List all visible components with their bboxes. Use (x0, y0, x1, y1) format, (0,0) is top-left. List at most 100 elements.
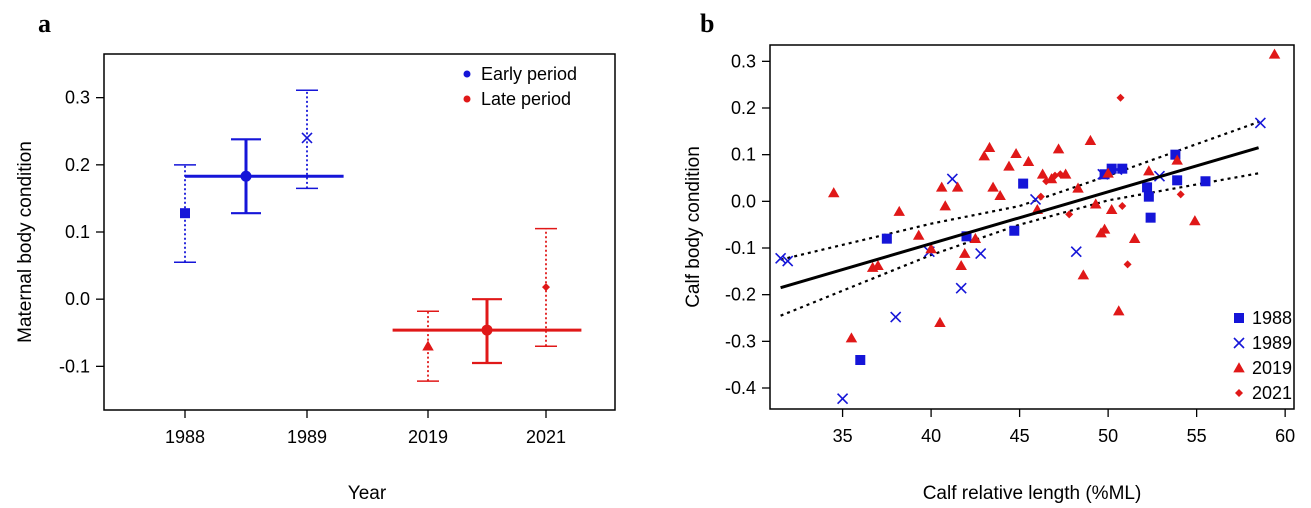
panel-a: a -0.1 0.0 0.1 0.2 0.3 1988 1989 2019 2021 Year… (15, 9, 615, 504)
x-tick-label-1: 1989 (287, 427, 327, 447)
point-2019-5 (913, 230, 925, 240)
point-1988-9 (1144, 192, 1154, 202)
point-2019-10 (952, 182, 964, 192)
panel-a-x-axis-label: Year (348, 483, 387, 504)
panel-b-legend: 1988 1989 2019 2021 (1233, 308, 1292, 403)
legend-label-1989: 1989 (1252, 333, 1292, 353)
legend-label-early-period: Early period (481, 64, 577, 84)
panel-a-marks (174, 90, 581, 381)
x-tick-label-4: 55 (1187, 426, 1207, 446)
point-1988-1 (882, 234, 892, 244)
panel-b-y-axis: -0.4 -0.3 -0.2 -0.1 0.0 0.1 0.2 0.3 (725, 51, 770, 398)
x-tick-label-3: 2021 (526, 427, 566, 447)
point-2019-24 (1053, 143, 1065, 153)
point-2021-6 (1118, 202, 1126, 210)
year-point-2021 (542, 283, 550, 291)
point-2021-5 (1117, 94, 1125, 102)
legend-label-2021: 2021 (1252, 383, 1292, 403)
y-tick-label-7: 0.3 (731, 51, 756, 71)
point-1988-0 (855, 355, 865, 365)
y-tick-label-3: -0.1 (725, 238, 756, 258)
year-point-1988 (180, 208, 190, 218)
point-2019-7 (934, 317, 946, 327)
point-2019-0 (828, 187, 840, 197)
panel-a-y-axis: -0.1 0.0 0.1 0.2 0.3 (59, 88, 104, 377)
point-2019-22 (1037, 169, 1049, 179)
point-1988-13 (1200, 176, 1210, 186)
panel-a-y-axis-label: Maternal body condition (15, 141, 36, 343)
point-2019-36 (1143, 165, 1155, 175)
legend-marker-2019 (1233, 362, 1245, 372)
y-tick-label-2: 0.1 (65, 222, 90, 242)
point-1989-2 (838, 394, 848, 404)
point-2019-27 (1078, 269, 1090, 279)
point-2019-33 (1106, 204, 1118, 214)
point-2021-8 (1177, 190, 1185, 198)
point-1989-7 (976, 249, 986, 259)
confidence-band-upper (781, 122, 1259, 260)
point-2019-39 (1269, 49, 1281, 59)
point-2019-20 (1023, 156, 1035, 166)
point-2019-4 (893, 206, 905, 216)
point-2019-12 (959, 248, 971, 258)
point-2019-19 (1010, 148, 1022, 158)
panel-b-marks (776, 49, 1281, 404)
regression-line (781, 148, 1259, 288)
y-tick-label-0: -0.1 (59, 356, 90, 376)
period-mean-point-late-period (482, 325, 493, 336)
y-tick-label-5: 0.1 (731, 145, 756, 165)
y-tick-label-2: -0.2 (725, 285, 756, 305)
point-2019-18 (1003, 161, 1015, 171)
panel-b: b -0.4 -0.3 -0.2 -0.1 0.0 0.1 0.2 0.3 35 40 45 50 5… (683, 9, 1295, 504)
point-2019-35 (1129, 233, 1141, 243)
x-tick-label-0: 35 (833, 426, 853, 446)
panel-b-letter: b (700, 9, 714, 38)
point-1989-6 (956, 283, 966, 293)
point-1989-5 (947, 174, 957, 184)
point-1988-3 (1009, 226, 1019, 236)
panel-b-x-axis: 35 40 45 50 55 60 (833, 409, 1296, 446)
point-2019-15 (984, 142, 996, 152)
y-tick-label-4: 0.0 (731, 191, 756, 211)
point-2021-4 (1065, 210, 1073, 218)
legend-marker-early-period (464, 71, 471, 78)
confidence-band-lower (781, 173, 1259, 315)
legend-label-late-period: Late period (481, 89, 571, 109)
legend-label-2019: 2019 (1252, 358, 1292, 378)
point-1989-9 (1071, 247, 1081, 257)
point-2019-11 (955, 260, 967, 270)
point-1988-4 (1018, 179, 1028, 189)
legend-marker-2021 (1235, 389, 1243, 397)
point-1988-10 (1146, 213, 1156, 223)
panel-a-x-axis: 1988 1989 2019 2021 (165, 410, 566, 447)
x-tick-label-3: 50 (1098, 426, 1118, 446)
x-tick-label-0: 1988 (165, 427, 205, 447)
y-tick-label-6: 0.2 (731, 98, 756, 118)
panel-a-letter: a (38, 9, 51, 38)
point-2019-1 (846, 332, 858, 342)
y-tick-label-4: 0.3 (65, 88, 90, 108)
point-2019-34 (1113, 305, 1125, 315)
legend-marker-late-period (464, 96, 471, 103)
panel-b-y-axis-label: Calf body condition (683, 146, 704, 308)
point-1989-3 (891, 312, 901, 322)
y-tick-label-3: 0.2 (65, 155, 90, 175)
y-tick-label-1: -0.3 (725, 331, 756, 351)
x-tick-label-2: 45 (1010, 426, 1030, 446)
y-tick-label-1: 0.0 (65, 289, 90, 309)
period-mean-point-early-period (241, 171, 252, 182)
legend-label-1988: 1988 (1252, 308, 1292, 328)
legend-marker-1989 (1234, 338, 1244, 348)
point-1988-8 (1142, 182, 1152, 192)
x-tick-label-1: 40 (921, 426, 941, 446)
point-2019-9 (940, 200, 952, 210)
point-1988-12 (1172, 175, 1182, 185)
point-2021-0 (1037, 193, 1045, 201)
panel-b-x-axis-label: Calf relative length (%ML) (923, 483, 1142, 504)
point-2019-28 (1085, 135, 1097, 145)
panel-b-plot-frame (770, 45, 1294, 409)
point-2019-8 (936, 182, 948, 192)
x-tick-label-2: 2019 (408, 427, 448, 447)
point-2019-16 (987, 182, 999, 192)
